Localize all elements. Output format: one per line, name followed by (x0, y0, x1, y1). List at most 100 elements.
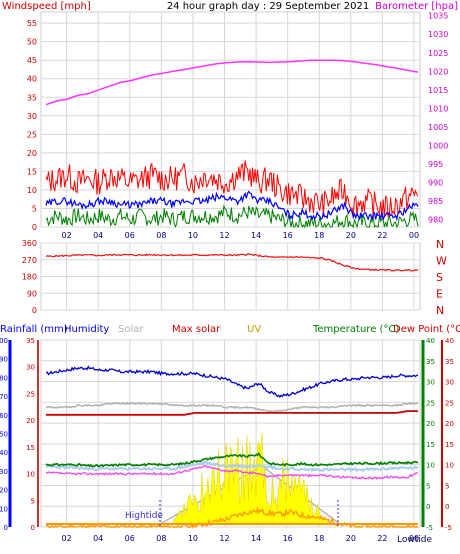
barometer-tick-label: 1000 (428, 141, 448, 150)
direction-degree-label: 360 (22, 239, 37, 248)
humidity-tick-label: 15 (26, 444, 35, 452)
lowtide-label: Lowtide (397, 535, 432, 545)
bottom-axes: 010203040506070809010005101520253035-5-5… (0, 337, 454, 532)
bottom-x-tick-label: 04 (93, 534, 103, 543)
dewpoint-tick-label: 0 (445, 503, 449, 511)
rain-tick-label: 70 (0, 393, 8, 401)
barometer-tick-label: 990 (428, 179, 443, 188)
direction-degree-label: 90 (27, 289, 37, 298)
windspeed-tick-label: 45 (27, 56, 37, 65)
top-x-tick-label: 00 (409, 231, 419, 240)
temperature-tick-label: 0 (426, 503, 430, 511)
top-x-tick-label: 22 (377, 231, 387, 240)
barometer-tick-label: 1025 (428, 49, 448, 58)
rain-tick-label: 90 (0, 356, 8, 364)
wind-gust-line (45, 160, 419, 218)
wind-average-line (45, 190, 419, 222)
barometer-tick-label: 1015 (428, 86, 448, 95)
windspeed-tick-label: 20 (27, 149, 37, 158)
bottom-x-tick-label: 20 (346, 534, 356, 543)
temperature-tick-label: 35 (426, 358, 435, 366)
barometer-tick-label: 1020 (428, 67, 448, 76)
humidity-line (45, 365, 419, 399)
rain-tick-label: 100 (0, 337, 8, 345)
temperature-tick-label: 25 (426, 399, 435, 407)
top-x-tick-label: 04 (93, 231, 103, 240)
windspeed-tick-label: 0 (32, 223, 37, 232)
rain-tick-label: 20 (0, 487, 8, 495)
top-x-tick-labels: 02 04 06 08 10 12 14 16 18 20 22 00 (61, 231, 419, 240)
windspeed-tick-labels: 0 5 10 15 20 25 30 35 40 45 50 55 (27, 19, 37, 232)
direction-degree-label: 180 (22, 273, 37, 282)
hightide-label: Hightide (125, 511, 163, 521)
legend-item: UV (247, 324, 261, 335)
top-x-tick-label: 20 (346, 231, 356, 240)
barometer-line (45, 59, 419, 106)
dewpoint-tick-label: 15 (445, 441, 454, 449)
windspeed-tick-label: 55 (27, 19, 37, 28)
legend-item: Humidity (64, 324, 109, 335)
humidity-tick-label: 30 (26, 364, 35, 372)
feels-like-line (45, 460, 419, 473)
bottom-x-tick-label: 08 (156, 534, 166, 543)
bottom-x-tick-label: 02 (61, 534, 71, 543)
compass-label: S (436, 271, 443, 284)
direction-series (45, 253, 419, 272)
dewpoint-tick-label: 40 (445, 337, 454, 345)
windspeed-tick-label: 30 (27, 112, 37, 121)
temperature-tick-label: 10 (426, 462, 435, 470)
dewpoint-tick-label: 10 (445, 462, 454, 470)
humidity-tick-label: 10 (26, 471, 35, 479)
bottom-x-tick-label: 14 (251, 534, 261, 543)
legend-item: Rainfall (mm) (0, 324, 68, 335)
rain-tick-label: 60 (0, 412, 8, 420)
rain-tick-label: 10 (0, 505, 8, 513)
rain-tick-label: 80 (0, 374, 8, 382)
wind-barometer-panel: Windspeed [mph] 24 hour graph day : 29 S… (2, 1, 458, 240)
bottom-x-tick-label: 16 (283, 534, 293, 543)
windspeed-tick-label: 35 (27, 93, 37, 102)
barometer-tick-label: 980 (428, 216, 443, 225)
bottom-x-tick-labels: 02 04 06 08 10 12 14 16 18 20 22 00 (61, 534, 419, 543)
barometer-tick-label: 1005 (428, 123, 448, 132)
uv-line (45, 506, 418, 529)
humidity-tick-label: 35 (26, 337, 35, 345)
temperature-tick-label: 5 (426, 482, 430, 490)
wind-low-line (45, 204, 419, 229)
windspeed-tick-label: 50 (27, 38, 37, 47)
temperature-line (45, 451, 419, 468)
humidity-tick-label: 20 (26, 417, 35, 425)
barometer-tick-label: 1010 (428, 104, 448, 113)
direction-degree-labels: 0 90 180 270 360 (22, 239, 37, 315)
wind-series (45, 59, 419, 229)
legend-item: Dew Point (°C) (393, 324, 460, 335)
barometer-tick-label: 995 (428, 160, 443, 169)
legend-item: Max solar (172, 324, 221, 335)
max-solar-line (46, 410, 418, 416)
humidity-tick-label: 5 (31, 497, 35, 505)
direction-degree-label: 0 (32, 306, 37, 315)
rain-tick-label: 50 (0, 431, 8, 439)
legend-item: Solar (118, 324, 144, 335)
temperature-tick-label: 15 (426, 441, 435, 449)
dewpoint-tick-label: 30 (445, 379, 454, 387)
temperature-tick-label: 30 (426, 379, 435, 387)
dewpoint-tick-label: 5 (445, 482, 449, 490)
top-x-tick-label: 10 (188, 231, 198, 240)
dewpoint-tick-label: 20 (445, 420, 454, 428)
solar-radiation-area (171, 432, 331, 525)
windspeed-tick-label: 10 (27, 186, 37, 195)
bottom-x-tick-label: 10 (188, 534, 198, 543)
top-x-tick-label: 14 (251, 231, 261, 240)
dewpoint-tick-label: 35 (445, 358, 454, 366)
graph-title: 24 hour graph day : 29 September 2021 (167, 1, 369, 12)
rain-tick-label: 40 (0, 449, 8, 457)
windspeed-tick-label: 25 (27, 130, 37, 139)
dewpoint-line (45, 465, 419, 480)
bottom-legend: Rainfall (mm)Humidity Solar Max solar UV Tem… (0, 324, 460, 335)
top-x-tick-label: 18 (314, 231, 324, 240)
compass-label: W (436, 255, 447, 268)
